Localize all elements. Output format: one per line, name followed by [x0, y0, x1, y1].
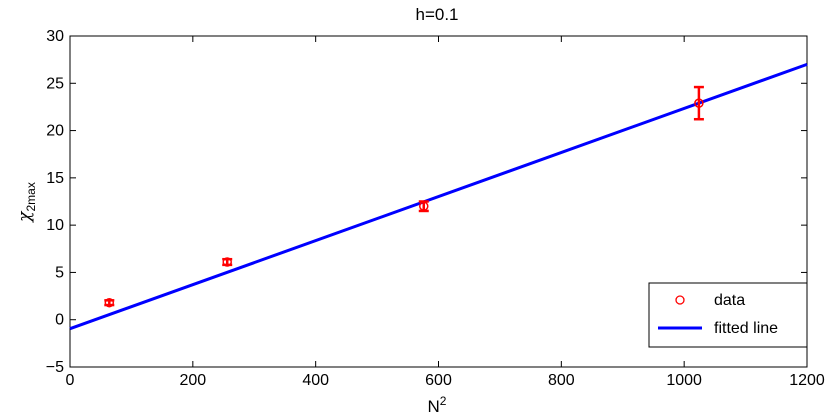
fitted-line — [69, 62, 808, 331]
legend-marker-data — [675, 295, 685, 305]
x-tick-label: 1000 — [666, 372, 702, 389]
x-tick-label: 400 — [302, 372, 329, 389]
y-axis-title: χ2max — [15, 182, 38, 223]
y-tick-label: 5 — [55, 264, 64, 281]
x-axis-title-main: N — [428, 397, 440, 416]
x-tick-label: 1200 — [789, 372, 825, 389]
legend-box — [648, 282, 808, 348]
x-tick-label: 0 — [66, 372, 75, 389]
y-tick-label: 10 — [46, 217, 64, 234]
x-tick-label: 600 — [425, 372, 452, 389]
legend-label-data: data — [714, 292, 745, 309]
chart-title: h=0.1 — [415, 5, 458, 24]
y-tick-label: 20 — [46, 123, 64, 140]
x-axis-title: N2 — [428, 394, 447, 416]
series-layer — [69, 62, 808, 331]
y-tick-label: 25 — [46, 75, 64, 92]
data-point — [419, 201, 429, 211]
y-tick-label: 15 — [46, 170, 64, 187]
x-tick-label: 200 — [179, 372, 206, 389]
data-point — [104, 297, 115, 308]
y-tick-label: 0 — [55, 312, 64, 329]
x-tick-label: 800 — [548, 372, 575, 389]
legend-label-fitted-line: fitted line — [714, 320, 778, 337]
data-point — [222, 257, 232, 267]
legend: data fitted line — [648, 282, 808, 348]
y-axis-title-main: χ — [15, 210, 35, 223]
y-tick-label: 30 — [46, 28, 64, 45]
y-axis-title-subscript: 2max — [24, 182, 38, 211]
y-tick-label: −5 — [46, 359, 64, 376]
data-point — [694, 98, 704, 108]
x-axis-title-superscript: 2 — [440, 394, 447, 408]
